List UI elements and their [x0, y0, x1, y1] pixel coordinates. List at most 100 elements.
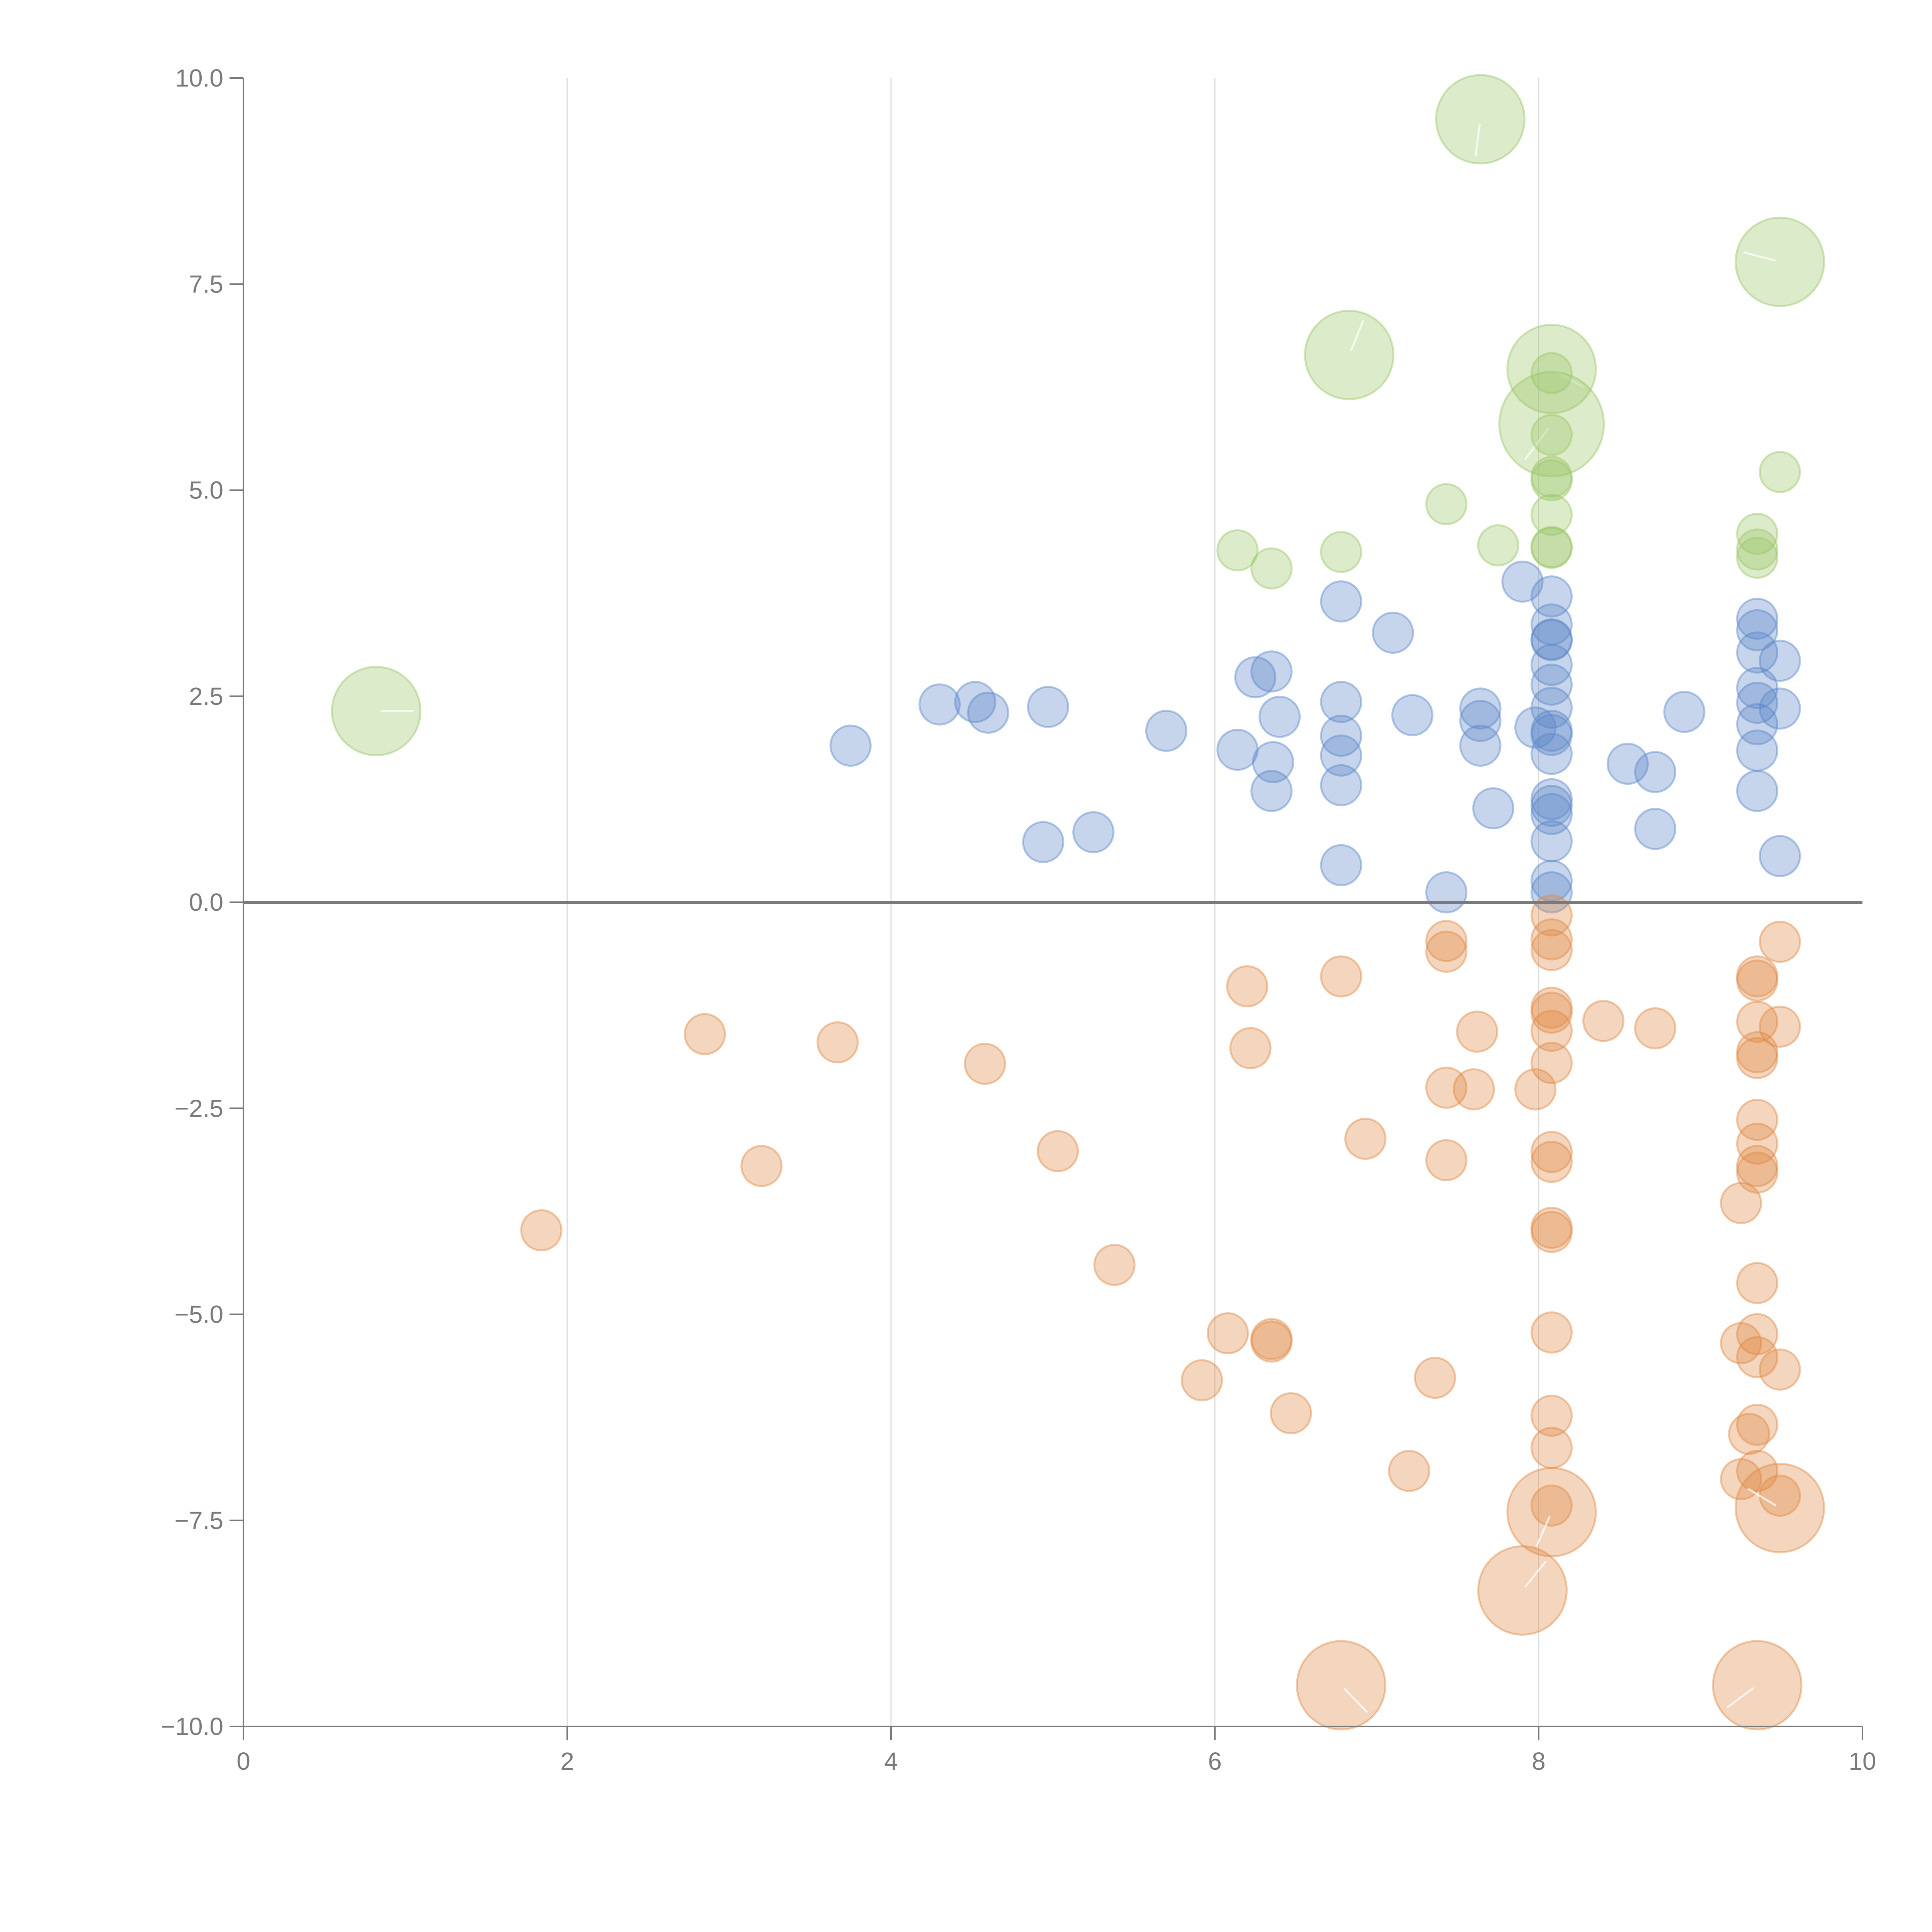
- orange-bubble[interactable]: [1736, 1000, 1779, 1043]
- blue-bubble[interactable]: [1145, 709, 1187, 752]
- orange-bubble[interactable]: [1736, 1262, 1779, 1304]
- orange-bubble[interactable]: [1759, 920, 1801, 963]
- blue-bubble[interactable]: [1320, 844, 1362, 886]
- blue-bubble[interactable]: [1459, 687, 1502, 730]
- blue-bubble[interactable]: [1234, 656, 1277, 699]
- orange-bubble[interactable]: [1582, 1000, 1625, 1042]
- orange-bubble[interactable]: [1452, 1068, 1495, 1111]
- blue-bubble[interactable]: [1606, 743, 1649, 785]
- blue-bubble[interactable]: [1759, 639, 1801, 682]
- blue-bubble[interactable]: [1531, 714, 1573, 756]
- orange-bubble[interactable]: [1531, 894, 1573, 937]
- green-bubble[interactable]: [1531, 414, 1573, 456]
- orange-bubble[interactable]: [1425, 1139, 1468, 1182]
- blue-bubble[interactable]: [1425, 871, 1468, 913]
- orange-bubble[interactable]: [1736, 955, 1779, 998]
- blue-bubble[interactable]: [1736, 597, 1779, 640]
- green-bubble[interactable]: [1736, 528, 1779, 571]
- green-bubble[interactable]: [1531, 526, 1573, 568]
- blue-bubble[interactable]: [1736, 770, 1779, 812]
- green-bubble[interactable]: [1531, 493, 1573, 536]
- orange-bubble[interactable]: [1207, 1312, 1249, 1355]
- green-bubble[interactable]: [1531, 456, 1573, 498]
- blue-bubble[interactable]: [1531, 733, 1573, 775]
- orange-bubble[interactable]: [1759, 1005, 1801, 1048]
- orange-bubble[interactable]: [964, 1043, 1006, 1085]
- blue-bubble[interactable]: [1320, 764, 1362, 806]
- blue-bubble[interactable]: [954, 681, 997, 723]
- orange-bubble[interactable]: [816, 1021, 859, 1064]
- orange-bubble[interactable]: [684, 1013, 726, 1055]
- orange-bubble[interactable]: [1531, 1042, 1573, 1084]
- orange-bubble[interactable]: [1093, 1244, 1136, 1286]
- green-bubble[interactable]: [1531, 352, 1573, 395]
- orange-bubble[interactable]: [1720, 1322, 1762, 1364]
- blue-bubble[interactable]: [1459, 724, 1502, 767]
- blue-bubble[interactable]: [1759, 687, 1801, 730]
- orange-bubble[interactable]: [1736, 1031, 1779, 1073]
- blue-bubble[interactable]: [1320, 714, 1362, 757]
- orange-bubble[interactable]: [1736, 959, 1779, 1002]
- orange-bubble[interactable]: [1425, 920, 1468, 962]
- blue-bubble[interactable]: [1027, 685, 1069, 728]
- blue-bubble[interactable]: [1072, 811, 1115, 854]
- orange-bubble[interactable]: [1531, 1484, 1573, 1527]
- green-bubble[interactable]: [1498, 371, 1605, 478]
- orange-bubble[interactable]: [1531, 1311, 1573, 1354]
- orange-bubble[interactable]: [1531, 1427, 1573, 1469]
- green-bubble[interactable]: [331, 666, 422, 757]
- green-bubble[interactable]: [1736, 513, 1779, 555]
- orange-bubble[interactable]: [1425, 930, 1468, 973]
- orange-bubble[interactable]: [1250, 1320, 1293, 1363]
- blue-bubble[interactable]: [1531, 820, 1573, 862]
- green-bubble[interactable]: [1320, 531, 1362, 573]
- green-bubble[interactable]: [1477, 524, 1519, 566]
- orange-bubble[interactable]: [1736, 1037, 1779, 1079]
- orange-bubble[interactable]: [1531, 1010, 1573, 1052]
- blue-bubble[interactable]: [1736, 682, 1779, 724]
- blue-bubble[interactable]: [1736, 703, 1779, 745]
- orange-bubble[interactable]: [1531, 918, 1573, 961]
- green-bubble[interactable]: [1759, 451, 1801, 493]
- blue-bubble[interactable]: [1531, 644, 1573, 686]
- blue-bubble[interactable]: [1320, 580, 1362, 622]
- blue-bubble[interactable]: [1531, 619, 1573, 662]
- orange-bubble[interactable]: [1736, 1336, 1779, 1378]
- orange-bubble[interactable]: [1736, 1450, 1779, 1492]
- orange-bubble[interactable]: [1514, 1068, 1557, 1111]
- orange-bubble[interactable]: [1229, 1027, 1272, 1070]
- blue-bubble[interactable]: [1531, 793, 1573, 835]
- orange-bubble[interactable]: [1735, 1463, 1825, 1553]
- orange-bubble[interactable]: [1425, 1066, 1468, 1109]
- blue-bubble[interactable]: [1391, 694, 1434, 736]
- blue-bubble[interactable]: [1736, 730, 1779, 772]
- orange-bubble[interactable]: [1728, 1413, 1770, 1455]
- green-bubble[interactable]: [1216, 529, 1259, 571]
- green-bubble[interactable]: [1736, 536, 1779, 579]
- orange-bubble[interactable]: [1506, 1467, 1597, 1558]
- blue-bubble[interactable]: [1634, 808, 1677, 850]
- blue-bubble[interactable]: [829, 724, 872, 767]
- blue-bubble[interactable]: [1531, 709, 1573, 752]
- orange-bubble[interactable]: [520, 1209, 563, 1252]
- blue-bubble[interactable]: [918, 683, 961, 726]
- blue-bubble[interactable]: [1250, 770, 1293, 812]
- orange-bubble[interactable]: [1634, 1007, 1677, 1049]
- blue-bubble[interactable]: [1736, 609, 1779, 651]
- orange-bubble[interactable]: [1531, 986, 1573, 1029]
- blue-bubble[interactable]: [1459, 700, 1502, 742]
- green-bubble[interactable]: [1506, 324, 1597, 414]
- orange-bubble[interactable]: [1736, 1403, 1779, 1446]
- orange-bubble[interactable]: [1531, 992, 1573, 1034]
- orange-bubble[interactable]: [1414, 1357, 1456, 1399]
- orange-bubble[interactable]: [1226, 965, 1269, 1008]
- orange-bubble[interactable]: [1296, 1640, 1386, 1731]
- orange-bubble[interactable]: [1477, 1545, 1568, 1636]
- blue-bubble[interactable]: [1472, 787, 1515, 830]
- orange-bubble[interactable]: [1736, 1313, 1779, 1355]
- blue-bubble[interactable]: [1736, 667, 1779, 709]
- blue-bubble[interactable]: [1252, 741, 1294, 783]
- orange-bubble[interactable]: [1736, 1099, 1779, 1141]
- blue-bubble[interactable]: [1531, 618, 1573, 661]
- blue-bubble[interactable]: [1531, 603, 1573, 646]
